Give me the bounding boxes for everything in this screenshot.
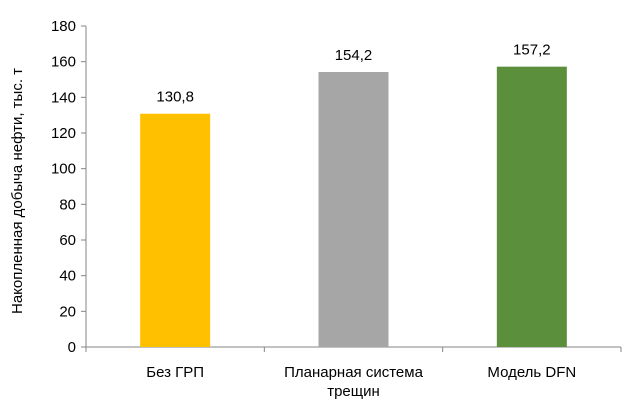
bar — [318, 72, 389, 347]
y-tick-label: 0 — [68, 339, 76, 356]
y-tick-label: 120 — [51, 125, 76, 142]
category-label-line: Планарная система — [284, 364, 423, 381]
category-label: Планарная система трещин — [284, 364, 423, 400]
y-tick-label: 80 — [59, 196, 76, 213]
category-label-line: Без ГРП — [146, 364, 204, 381]
data-labels: 130,8 154,2 157,2 — [156, 42, 550, 106]
category-labels: Без ГРП Планарная система трещин Модель DFN — [146, 364, 576, 400]
y-tick-label: 60 — [59, 232, 76, 249]
data-label: 154,2 — [335, 47, 373, 64]
category-label: Без ГРП — [146, 364, 204, 381]
bar — [140, 113, 211, 348]
y-tick-label: 40 — [59, 268, 76, 285]
y-tick-label: 100 — [51, 161, 76, 178]
y-tick-label: 140 — [51, 89, 76, 106]
category-label: Модель DFN — [487, 364, 576, 381]
data-label: 157,2 — [513, 42, 551, 59]
category-label-line: трещин — [327, 383, 380, 400]
y-tick-label: 180 — [51, 18, 76, 35]
y-axis-title-text: Накопленная добыча нефти, тыс. т — [9, 68, 26, 314]
data-label: 130,8 — [156, 89, 194, 106]
y-tick-label: 160 — [51, 54, 76, 71]
y-axis-title: Накопленная добыча нефти, тыс. т — [9, 68, 26, 314]
y-tick-label: 20 — [59, 303, 76, 320]
bar — [496, 66, 567, 347]
bars — [140, 66, 567, 348]
y-axis-ticks: 0 20 40 60 80 100 120 140 160 180 — [51, 18, 86, 356]
category-label-line: Модель DFN — [487, 364, 576, 381]
